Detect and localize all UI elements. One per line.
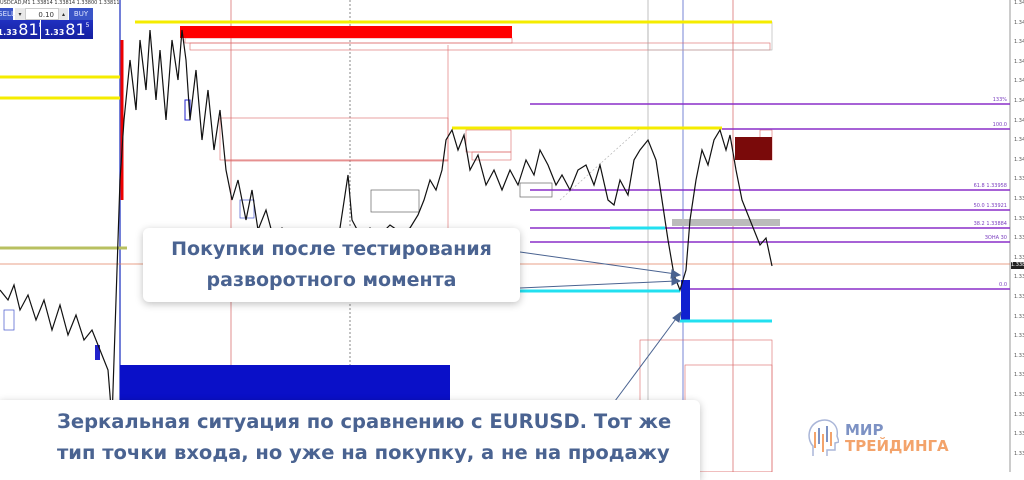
price-axis-label: 1.343 <box>1014 0 1024 6</box>
price-axis-label: 1.334 <box>1014 450 1024 457</box>
price-axis-label: 1.341 <box>1014 98 1024 104</box>
buy-price-button[interactable]: 1.33 81 5 <box>41 20 93 39</box>
red-supply-zone <box>180 26 512 38</box>
price-axis-label: 1.342 <box>1014 19 1024 26</box>
price-axis-label: 1.338 <box>1014 235 1024 242</box>
callout-buy-after-test: Покупки после тестирования разворотного … <box>143 228 520 302</box>
price-axis-label: 1.339 <box>1014 215 1024 222</box>
lot-size-input[interactable]: 0.10 <box>25 8 59 20</box>
sell-button[interactable]: SELL <box>0 8 15 20</box>
sell-price-button[interactable]: 1.33 81 8 <box>0 20 43 39</box>
price-axis-label: 1.337 <box>1014 294 1024 300</box>
sell-price-pips: 81 <box>18 20 39 39</box>
price-axis-label: 1.335 <box>1014 372 1024 379</box>
price-axis-label: 1.337 <box>1014 313 1024 320</box>
price-axis-label: 1.339 <box>1014 196 1024 202</box>
callout-line: тип точки входа, но уже на покупку, а не… <box>57 441 670 464</box>
price-line <box>0 29 773 421</box>
price-axis-label: 1.338 <box>1014 254 1024 261</box>
buy-button[interactable]: BUY <box>69 8 93 20</box>
price-axis-label: 1.334 <box>1014 431 1024 438</box>
callout-line: Покупки после тестирования <box>171 238 492 260</box>
price-axis-label: 1.341 <box>1014 78 1024 85</box>
callout-line: разворотного момента <box>206 269 457 291</box>
lot-increase-button[interactable]: ▴ <box>59 8 68 20</box>
fib-label: ЗОНА 30 <box>984 235 1007 241</box>
callout-line: Зеркальная ситуация по сравнению с EURUS… <box>57 410 672 433</box>
logo-line1: МИР <box>845 421 884 439</box>
sell-price-point: 8 <box>39 22 43 29</box>
fib-label: 38.2 1.33884 <box>973 221 1007 227</box>
callout-arrows <box>519 251 682 406</box>
logo-line2: ТРЕЙДИНГА <box>845 437 949 455</box>
price-axis-label: 1.340 <box>1014 156 1024 163</box>
price-axis-label: 1.342 <box>1014 39 1024 46</box>
yellow-levels <box>0 20 772 130</box>
buy-price-prefix: 1.33 <box>44 28 65 37</box>
logo: МИР ТРЕЙДИНГА <box>805 418 949 458</box>
fib-label: 0.0 <box>999 282 1007 288</box>
price-axis-label: 1.335 <box>1014 411 1024 418</box>
price-axis-label: 1.339 <box>1014 176 1024 183</box>
current-price-label: 1.338 <box>1011 262 1024 269</box>
fib-label: 61.8 1.33958 <box>973 183 1007 189</box>
grey-zone <box>672 219 780 226</box>
price-axis-label: 1.337 <box>1014 274 1024 281</box>
lot-decrease-button[interactable]: ▾ <box>15 8 25 20</box>
fib-label: 100.0 <box>992 122 1007 128</box>
price-axis-label: 1.341 <box>1014 117 1024 124</box>
buy-price-pips: 81 <box>65 20 86 39</box>
blue-entry-bar <box>681 280 690 322</box>
price-axis-label: 1.342 <box>1014 58 1024 65</box>
price-axis-label: 1.336 <box>1014 352 1024 359</box>
price-axis-label: 1.335 <box>1014 392 1024 398</box>
sell-price-prefix: 1.33 <box>0 28 18 37</box>
fibonacci-levels <box>530 103 1010 290</box>
callout-mirror-situation: Зеркальная ситуация по сравнению с EURUS… <box>0 400 700 480</box>
chart-title: USDCAD,M1 1.33814 1.33814 1.33800 1.3381… <box>0 0 120 6</box>
fib-label: 50.0 1.33921 <box>973 203 1007 209</box>
price-axis-label: 1.336 <box>1014 333 1024 340</box>
head-chart-icon <box>808 419 839 456</box>
buy-price-point: 5 <box>85 22 90 29</box>
price-axis-label: 1.340 <box>1014 137 1024 144</box>
fib-label: 133% <box>992 97 1007 103</box>
box-outline <box>370 189 420 213</box>
cyan-levels <box>520 226 772 323</box>
dark-red-zone <box>735 137 772 160</box>
